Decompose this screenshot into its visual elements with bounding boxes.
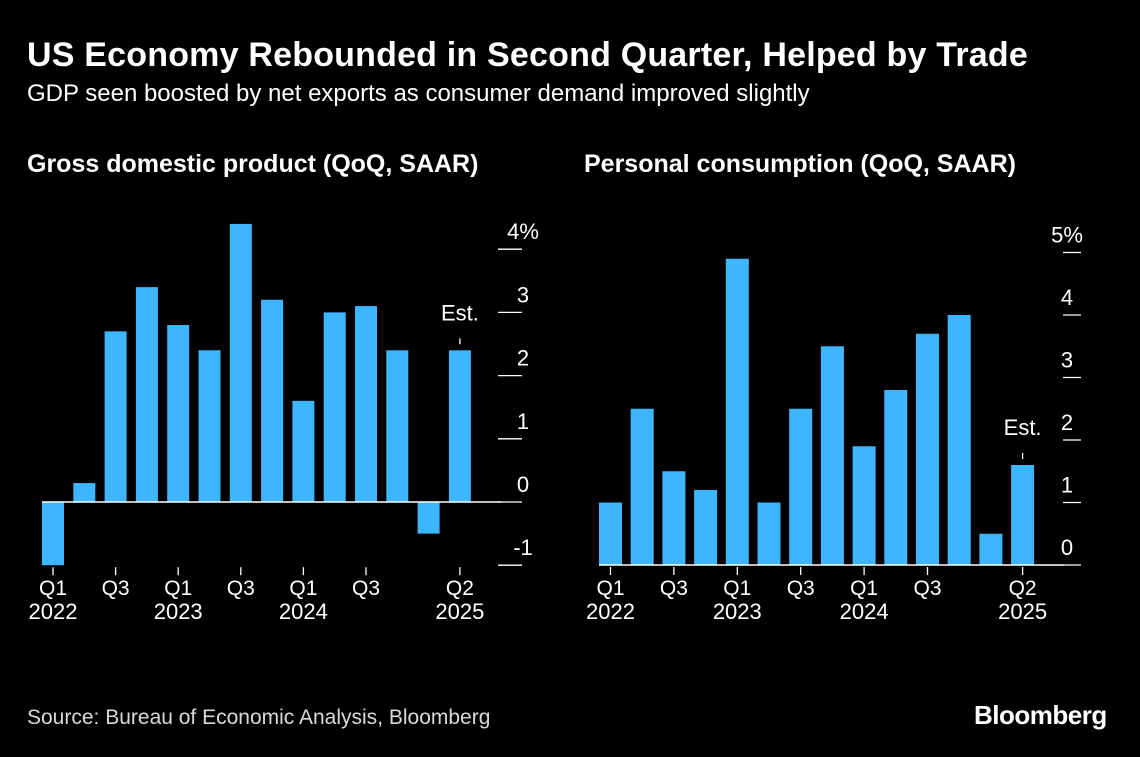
pce-xtick-quarter: Q3 [913,577,941,600]
gdp-xtick-year: 2025 [435,599,484,624]
gdp-xtick-quarter: Q3 [227,577,255,600]
gdp-annotation: Est. [441,300,479,325]
source-note: Source: Bureau of Economic Analysis, Blo… [27,706,491,729]
pce-xtick-year: 2024 [840,599,889,624]
gdp-bar [417,502,440,534]
consumption-panel-title: Personal consumption (QoQ, SAAR) [584,150,1016,178]
gdp-bar [198,350,221,502]
pce-ytick-label: 2 [1061,410,1073,435]
pce-bar [852,446,876,565]
pce-xtick-quarter: Q1 [723,577,751,600]
gdp-bar [355,306,377,502]
pce-bar [820,346,844,565]
pce-bar [789,408,813,565]
pce-bar [662,471,686,565]
bloomberg-logo: Bloomberg [974,700,1107,730]
gdp-ytick-label: 3 [517,282,529,307]
gdp-xtick-quarter: Q1 [39,577,67,600]
gdp-bar [104,331,127,502]
pce-bar [630,408,654,565]
pce-xtick-quarter: Q3 [787,577,815,600]
pce-bar [694,490,718,565]
gdp-bar [448,350,471,502]
pce-xtick-year: 2025 [998,599,1047,624]
gdp-bar [261,299,284,502]
gdp-xtick-year: 2022 [29,599,78,624]
pce-xtick-quarter: Q3 [660,577,688,600]
gdp-ytick-label: 2 [517,346,529,371]
gdp-ytick-label: 0 [517,472,529,497]
pce-annotation: Est. [1004,415,1042,440]
pce-bar [1011,465,1035,565]
gdp-bar [42,502,64,566]
gdp-xtick-quarter: Q2 [446,577,474,600]
pce-xtick-year: 2023 [713,599,762,624]
gdp-xtick-quarter: Q3 [352,577,380,600]
pce-ytick-label: 1 [1061,473,1073,498]
pce-xtick-quarter: Q2 [1009,577,1037,600]
pce-ytick-label: 4 [1061,285,1073,310]
gdp-xtick-quarter: Q1 [289,577,317,600]
pce-ytick-label: 0 [1061,535,1073,560]
gdp-xtick-quarter: Q1 [164,577,192,600]
gdp-bar [73,483,96,502]
pce-ytick-label: 5% [1051,223,1083,248]
gdp-bar [167,325,190,502]
gdp-xtick-quarter: Q3 [102,577,130,600]
gdp-bar [323,312,346,502]
pce-ytick-label: 3 [1061,348,1073,373]
gdp-ytick-label: 1 [517,409,529,434]
gdp-ytick-label: -1 [513,535,533,560]
gdp-panel-title: Gross domestic product (QoQ, SAAR) [27,150,479,178]
gdp-bar [135,287,158,502]
chart-subtitle: GDP seen boosted by net exports as consu… [27,80,810,107]
gdp-ytick-label: 4% [507,219,539,244]
pce-bar [884,390,908,565]
pce-xtick-quarter: Q1 [850,577,878,600]
gdp-bar [292,400,315,502]
gdp-xtick-year: 2023 [154,599,203,624]
gdp-xtick-year: 2024 [279,599,328,624]
chart-title: US Economy Rebounded in Second Quarter, … [27,36,1028,74]
pce-bar [599,502,622,565]
pce-xtick-year: 2022 [586,599,635,624]
pce-bar [916,333,939,565]
pce-bar [725,258,749,565]
pce-bar [979,533,1003,565]
pce-bar [757,502,781,565]
pce-bar [947,315,971,565]
gdp-bar [229,223,252,503]
pce-xtick-quarter: Q1 [596,577,624,600]
gdp-bar [386,350,409,502]
